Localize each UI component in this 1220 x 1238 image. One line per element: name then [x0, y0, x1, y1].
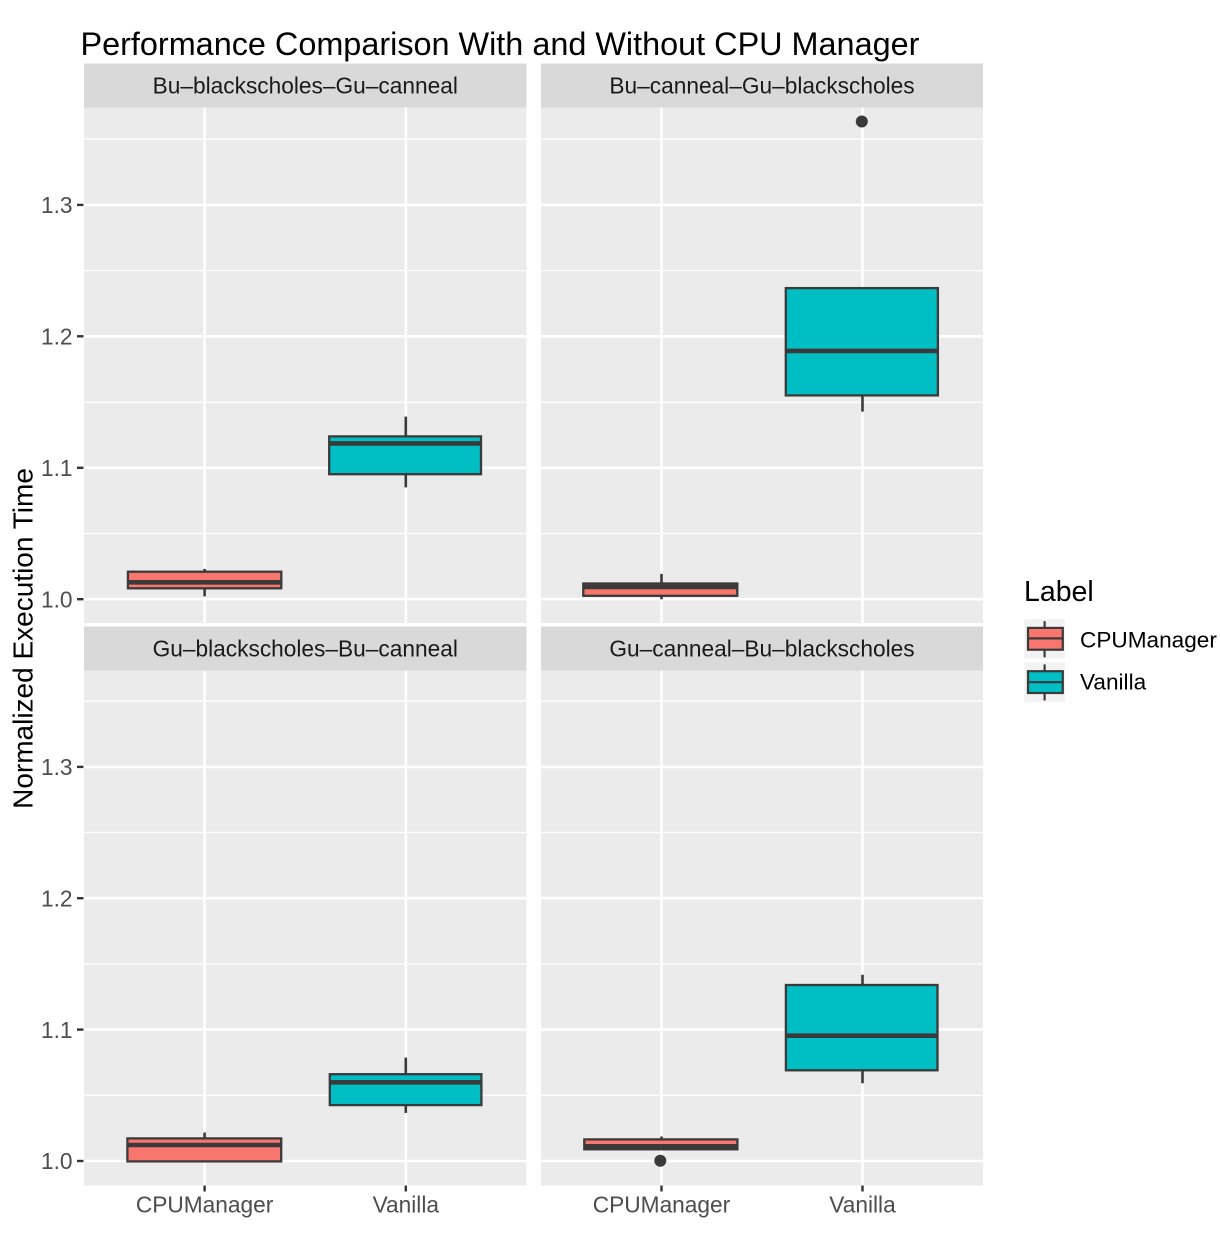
svg-text:Gu–blackscholes–Bu–canneal: Gu–blackscholes–Bu–canneal: [153, 636, 458, 662]
svg-text:Vanilla: Vanilla: [373, 1192, 440, 1218]
svg-text:1.2: 1.2: [41, 324, 73, 350]
svg-text:1.2: 1.2: [41, 885, 73, 911]
svg-text:1.1: 1.1: [41, 455, 73, 481]
svg-text:1.0: 1.0: [41, 1148, 73, 1174]
svg-text:CPUManager: CPUManager: [593, 1192, 731, 1218]
svg-text:Vanilla: Vanilla: [1080, 670, 1147, 695]
svg-text:1.0: 1.0: [41, 586, 73, 612]
svg-text:Bu–blackscholes–Gu–canneal: Bu–blackscholes–Gu–canneal: [153, 73, 458, 99]
svg-text:Bu–canneal–Gu–blackscholes: Bu–canneal–Gu–blackscholes: [609, 73, 914, 99]
svg-text:Gu–canneal–Bu–blackscholes: Gu–canneal–Bu–blackscholes: [609, 636, 914, 662]
svg-text:1.1: 1.1: [41, 1017, 73, 1043]
svg-text:Vanilla: Vanilla: [829, 1192, 896, 1218]
svg-text:1.3: 1.3: [41, 192, 73, 218]
svg-text:Label: Label: [1024, 576, 1094, 608]
svg-text:Normalized Execution Time: Normalized Execution Time: [8, 468, 39, 809]
svg-text:CPUManager: CPUManager: [136, 1192, 274, 1218]
svg-text:Performance Comparison With an: Performance Comparison With and Without …: [81, 26, 920, 62]
svg-text:1.3: 1.3: [41, 754, 73, 780]
svg-text:CPUManager: CPUManager: [1080, 627, 1217, 652]
